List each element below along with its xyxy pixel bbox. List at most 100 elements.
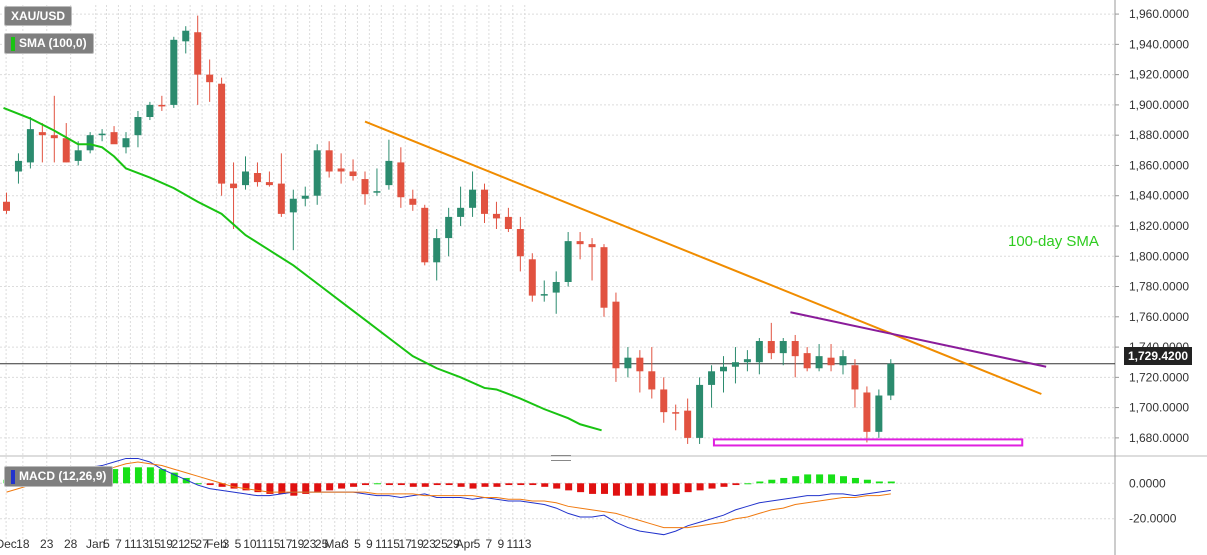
- candle-body: [684, 410, 692, 438]
- candle-body: [660, 389, 668, 413]
- y-tick-label: 1,720.0000: [1129, 370, 1189, 384]
- candle-body: [26, 129, 34, 163]
- candle-body: [265, 182, 273, 186]
- candle-body: [457, 207, 465, 217]
- macd-bar: [648, 483, 656, 496]
- x-tick-label: 28: [64, 537, 78, 551]
- candle-body: [409, 198, 417, 205]
- macd-bar: [696, 483, 704, 491]
- x-tick-label: 17: [279, 537, 293, 551]
- candle-body: [612, 301, 620, 369]
- trendline: [364, 120, 1042, 395]
- x-tick-label: 23: [40, 537, 54, 551]
- macd-bar: [266, 483, 274, 494]
- macd-bar: [230, 483, 238, 489]
- macd-bar: [254, 483, 262, 493]
- macd-bar: [158, 469, 166, 484]
- candle-body: [624, 357, 632, 369]
- trendline: [790, 311, 1047, 368]
- macd-bar: [433, 483, 441, 486]
- sma-legend-tag[interactable]: SMA (100,0): [4, 33, 94, 54]
- macd-bar: [194, 483, 202, 485]
- macd-bar: [123, 467, 130, 484]
- x-tick-label: 13: [136, 537, 150, 551]
- candle-body: [170, 39, 178, 105]
- macd-bar: [541, 483, 549, 487]
- sma-annotation: 100-day SMA: [1008, 233, 1099, 250]
- macd-bar: [708, 483, 716, 489]
- macd-bar: [182, 477, 190, 484]
- macd-bar: [840, 476, 847, 484]
- x-tick-label: 11: [256, 537, 269, 551]
- macd-bar: [601, 483, 608, 494]
- candle-body: [373, 191, 381, 193]
- macd-bar: [170, 472, 178, 484]
- signal-line: [6, 461, 891, 529]
- candle-body: [349, 171, 357, 177]
- macd-bar: [660, 483, 668, 496]
- pane-splitter[interactable]: [551, 455, 571, 461]
- candle-body: [253, 173, 261, 183]
- candle-body: [313, 150, 321, 196]
- macd-bar: [362, 483, 369, 486]
- candle-body: [863, 392, 871, 432]
- sma-swatch: [11, 36, 15, 51]
- x-tick-label: 15: [387, 537, 401, 551]
- last-price-badge: 1,729.4200: [1124, 347, 1193, 365]
- candle-body: [504, 216, 512, 230]
- x-tick-label: 10: [243, 537, 257, 551]
- candle-body: [74, 150, 82, 161]
- candle-body: [875, 395, 883, 432]
- macd-bar: [780, 477, 788, 484]
- candle-body: [3, 201, 10, 211]
- candle-body: [839, 356, 847, 366]
- macd-bar: [589, 483, 597, 494]
- y-tick-label: 1,800.0000: [1129, 249, 1189, 263]
- macd-bar: [278, 483, 286, 494]
- macd-bar: [421, 483, 429, 487]
- macd-legend-tag[interactable]: MACD (12,26,9): [4, 466, 114, 487]
- macd-bar: [768, 479, 776, 484]
- symbol-tag[interactable]: XAU/USD: [4, 6, 73, 26]
- macd-bar: [828, 474, 836, 484]
- candle-body: [588, 244, 596, 248]
- macd-swatch: [11, 469, 15, 484]
- macd-bar: [529, 483, 537, 486]
- macd-bar: [493, 483, 501, 487]
- x-tick-label: Jan: [86, 537, 105, 551]
- macd-bar: [338, 483, 346, 489]
- macd-bar: [565, 483, 573, 491]
- macd-bar: [816, 474, 824, 484]
- candle-body: [516, 229, 524, 257]
- macd-bar: [445, 483, 453, 486]
- candle-body: [540, 294, 548, 296]
- candle-body: [731, 362, 739, 367]
- symbol-label: XAU/USD: [11, 9, 66, 23]
- y-tick-label: 1,860.0000: [1129, 158, 1189, 172]
- macd-bar: [720, 483, 728, 487]
- candle-body: [182, 30, 190, 42]
- macd-bar: [350, 483, 358, 487]
- x-tick-label: 15: [148, 537, 162, 551]
- y-tick-label: 1,820.0000: [1129, 219, 1189, 233]
- macd-bar: [684, 483, 692, 493]
- candle-body: [158, 104, 166, 107]
- macd-bar: [792, 476, 800, 484]
- candle-body: [720, 366, 727, 372]
- macd-bar: [804, 474, 812, 484]
- candle-body: [851, 365, 859, 390]
- sma-legend-label: SMA (100,0): [19, 36, 87, 50]
- macd-bar: [875, 481, 883, 484]
- sma-100-line: [3, 106, 602, 432]
- candle-body: [469, 189, 477, 208]
- y-tick-label: 1,840.0000: [1129, 189, 1189, 203]
- candle-body: [110, 132, 118, 145]
- candle-body: [887, 363, 895, 396]
- macd-bar: [409, 483, 417, 487]
- candle-body: [827, 357, 835, 366]
- y-tick-label: 1,960.0000: [1129, 7, 1189, 21]
- y-tick-label: 1,880.0000: [1129, 128, 1189, 142]
- x-tick-label: 3: [223, 537, 230, 551]
- macd-bar: [481, 483, 489, 487]
